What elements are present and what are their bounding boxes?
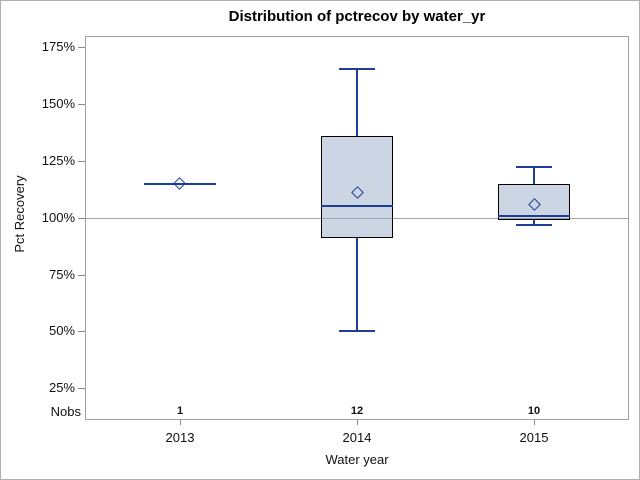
- nobs-row-label: Nobs: [50, 404, 81, 419]
- y-tick-mark: [78, 331, 85, 332]
- y-tick-mark: [78, 47, 85, 48]
- chart-title: Distribution of pctrecov by water_yr: [228, 8, 486, 25]
- y-tick-label: 125%: [41, 153, 75, 168]
- y-axis-title: Pct Recovery: [12, 175, 27, 253]
- y-tick-label: 150%: [41, 96, 75, 111]
- whisker-upper-stem: [533, 166, 535, 184]
- y-tick-label: 50%: [48, 323, 75, 338]
- box-border: [498, 184, 570, 220]
- nobs-value: 1: [176, 405, 184, 417]
- nobs-value: 12: [350, 405, 364, 417]
- y-tick-label: 25%: [48, 380, 75, 395]
- nobs-value: 10: [527, 405, 541, 417]
- box-border: [321, 136, 393, 238]
- whisker-lower-cap: [516, 224, 552, 226]
- y-tick-mark: [78, 218, 85, 219]
- y-tick-mark: [78, 161, 85, 162]
- y-tick-mark: [78, 275, 85, 276]
- x-tick-label: 2013: [165, 430, 195, 445]
- whisker-upper-cap: [339, 68, 375, 70]
- whisker-upper-stem: [356, 68, 358, 136]
- whisker-lower-stem: [533, 220, 535, 225]
- x-tick-mark: [534, 420, 535, 425]
- x-axis-title: Water year: [325, 452, 389, 467]
- x-tick-label: 2015: [519, 430, 549, 445]
- y-tick-label: 175%: [41, 39, 75, 54]
- x-tick-mark: [357, 420, 358, 425]
- reference-line: [86, 218, 628, 219]
- y-tick-mark: [78, 104, 85, 105]
- median-line: [498, 215, 570, 217]
- plot-frame: [85, 36, 629, 420]
- whisker-lower-stem: [356, 238, 358, 331]
- single-value-line: [144, 183, 216, 185]
- box-fill: [498, 184, 570, 220]
- median-line: [321, 205, 393, 207]
- x-tick-label: 2014: [342, 430, 372, 445]
- box-fill: [321, 136, 393, 238]
- y-tick-label: 100%: [41, 210, 75, 225]
- x-tick-mark: [180, 420, 181, 425]
- whisker-upper-cap: [516, 166, 552, 168]
- whisker-lower-cap: [339, 330, 375, 332]
- y-tick-label: 75%: [48, 267, 75, 282]
- y-tick-mark: [78, 388, 85, 389]
